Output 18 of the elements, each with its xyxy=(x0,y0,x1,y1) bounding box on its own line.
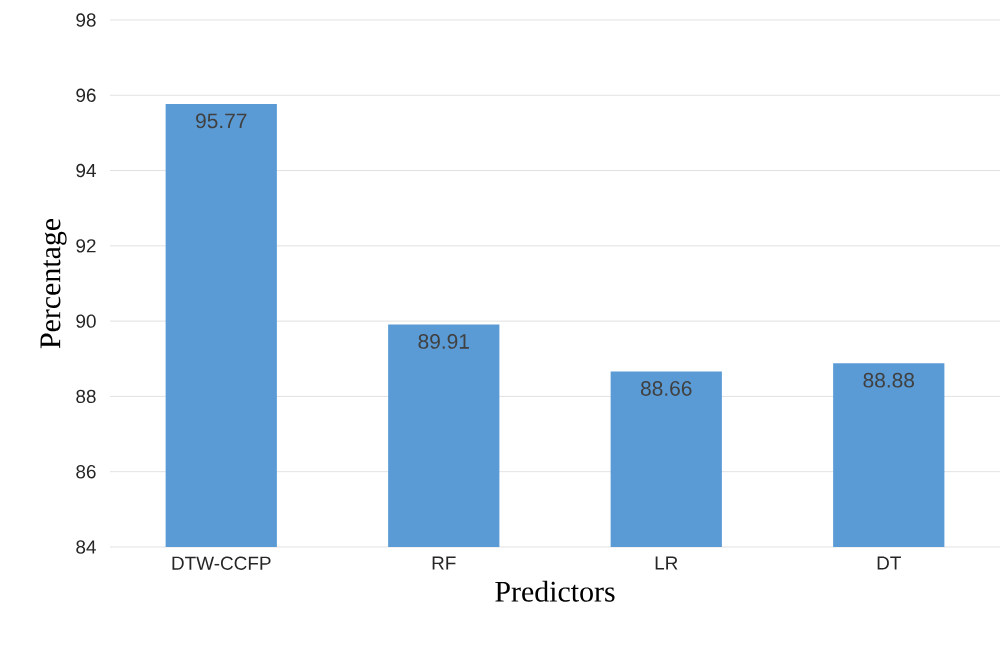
data-label: 95.77 xyxy=(196,113,247,129)
y-tick-label: 90 xyxy=(76,314,96,328)
y-tick-label: 94 xyxy=(76,163,96,178)
x-tick-label: RF xyxy=(432,556,456,570)
y-tick-label: 92 xyxy=(76,239,96,253)
x-tick-label: LR xyxy=(655,556,678,570)
y-tick-label: 88 xyxy=(76,389,96,404)
y-tick-label: 84 xyxy=(76,540,96,554)
x-tick-label: DTW-CCFP xyxy=(172,556,271,570)
y-tick-label: 98 xyxy=(76,13,96,27)
y-tick-label: 86 xyxy=(76,465,96,479)
y-tick-label: 96 xyxy=(76,88,96,102)
data-label: 88.88 xyxy=(863,372,915,388)
x-tick-label: DT xyxy=(877,556,901,570)
y-axis-title: Percentage xyxy=(40,218,67,349)
data-label: 88.66 xyxy=(640,381,692,396)
x-axis-title: Predictors xyxy=(495,580,615,602)
data-label: 89.91 xyxy=(418,334,469,349)
